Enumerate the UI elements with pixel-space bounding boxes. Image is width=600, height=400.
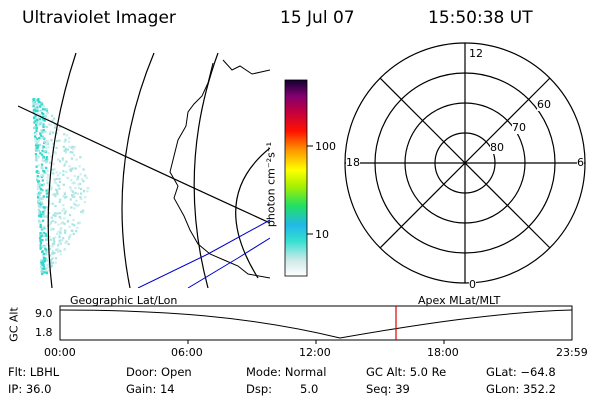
orbit-ytick-low: 1.8 <box>35 326 53 339</box>
mlat-label-60: 60 <box>537 98 551 111</box>
info-gain: Gain: 14 <box>126 382 175 396</box>
color-scale-bar <box>284 79 313 277</box>
mlt-label-12: 12 <box>469 47 483 60</box>
colorbar-tick-10: 10 <box>315 228 329 241</box>
info-dsp-label: Dsp: <box>246 382 273 396</box>
orbit-xtick-2359: 23:59 <box>556 346 588 359</box>
info-ip: IP: 36.0 <box>8 382 52 396</box>
date-label: 15 Jul 07 <box>280 8 355 28</box>
app-title: Ultraviolet Imager <box>22 8 176 28</box>
orbit-ylabel: GC Alt <box>7 307 21 342</box>
info-mode: Mode: Normal <box>246 365 327 379</box>
orbit-xtick-1800: 18:00 <box>427 346 459 359</box>
orbit-xtick-1200: 12:00 <box>299 346 331 359</box>
info-filter: Flt: LBHL <box>8 365 60 379</box>
mlt-label-18: 18 <box>346 156 360 169</box>
orbit-xtick-0000: 00:00 <box>44 346 76 359</box>
info-seq: Seq: 39 <box>366 382 410 396</box>
orbit-xtick-0600: 06:00 <box>171 346 203 359</box>
mlat-label-80: 80 <box>490 141 504 154</box>
colorbar-unit-label: photon cm⁻²s⁻¹ <box>264 141 278 228</box>
orbit-ytick-high: 9.0 <box>35 307 53 320</box>
mlt-label-0: 0 <box>469 278 476 291</box>
polar-mlt-plot <box>344 42 586 284</box>
geographic-title: Geographic Lat/Lon <box>70 294 178 307</box>
info-gc-alt: GC Alt: 5.0 Re <box>366 365 447 379</box>
info-dsp-value: 5.0 <box>300 382 319 396</box>
info-door: Door: Open <box>126 365 192 379</box>
apex-title: Apex MLat/MLT <box>418 294 501 307</box>
mlat-label-70: 70 <box>512 121 526 134</box>
info-glat: GLat: −64.8 <box>486 365 556 379</box>
colorbar-tick-100: 100 <box>315 140 336 153</box>
mlt-label-6: 6 <box>577 156 584 169</box>
orbit-altitude-plot <box>59 305 573 344</box>
uv-emission-swath <box>32 98 90 276</box>
geographic-map <box>18 52 270 288</box>
time-label: 15:50:38 UT <box>428 8 533 28</box>
info-glon: GLon: 352.2 <box>486 382 556 396</box>
